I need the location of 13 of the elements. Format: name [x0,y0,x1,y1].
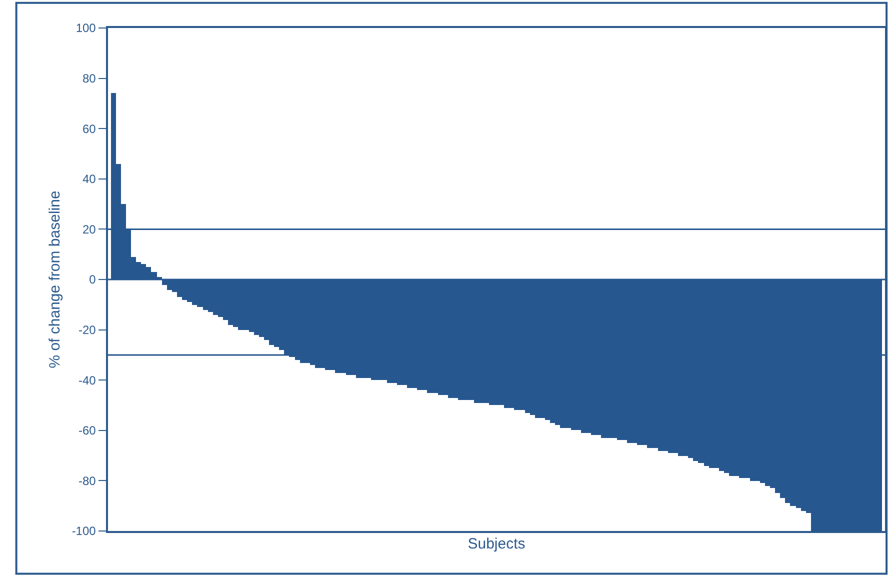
y-tick-label: 0 [89,272,96,287]
y-axis-title: % of change from baseline [46,190,64,368]
y-tick-label: 100 [76,21,96,36]
y-tick-label: -20 [78,323,96,337]
x-axis-title: Subjects [468,536,526,553]
y-tick-label: -60 [78,424,96,438]
y-tick-label: -40 [78,373,96,388]
y-tick-label: 40 [82,172,96,186]
y-tick-label: 80 [82,72,96,86]
y-tick-label: -100 [72,524,96,538]
y-tick-label: 20 [82,222,96,236]
y-tick-label: -80 [78,474,96,488]
y-tick-label: 60 [82,122,96,136]
